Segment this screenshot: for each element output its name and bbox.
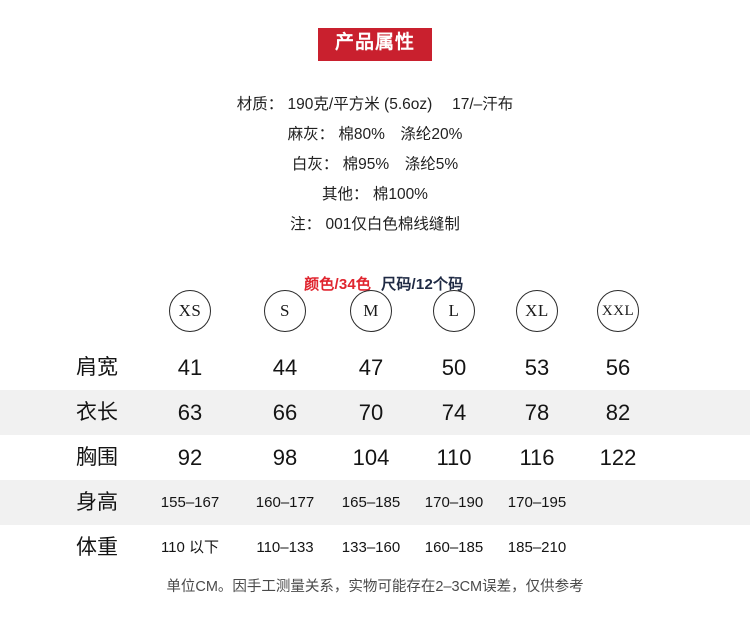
spec-line-heather-grey: 麻灰： 棉80% 涤纶20%: [287, 126, 463, 143]
size-count-label: 尺码/12个码: [381, 276, 464, 293]
specification-block: 材质： 190克/平方米 (5.6oz) 17/–汗布 麻灰： 棉80% 涤纶2…: [0, 90, 750, 330]
cell-weight-xs: 110 以下: [160, 539, 220, 556]
table-row: 体重 110 以下 110–133 133–160 160–185 185–21…: [0, 525, 750, 570]
cell-length-xl: 78: [524, 400, 550, 425]
spec-line-note: 注： 001仅白色棉线缝制: [290, 216, 460, 233]
cell-chest-l: 110: [436, 445, 472, 470]
size-circle-row: XS S M L XL XXL: [0, 290, 750, 334]
table-row: 衣长 63 66 70 74 78 82: [0, 390, 750, 435]
cell-chest-xxl: 122: [599, 445, 637, 470]
cell-height-xl: 170–195: [507, 494, 567, 511]
size-circle-s: S: [264, 290, 306, 332]
cell-height-xs: 155–167: [160, 494, 220, 511]
table-row: 胸围 92 98 104 110 116 122: [0, 435, 750, 480]
size-circle-xxl: XXL: [597, 290, 639, 332]
cell-chest-s: 98: [272, 445, 298, 470]
spec-line-other: 其他： 棉100%: [322, 186, 428, 203]
size-circle-xl: XL: [516, 290, 558, 332]
cell-shoulder-xxl: 56: [605, 355, 631, 380]
color-count-label: 颜色/34色: [304, 276, 372, 293]
spec-line-material: 材质： 190克/平方米 (5.6oz) 17/–汗布: [236, 96, 514, 113]
cell-weight-s: 110–133: [256, 539, 314, 556]
cell-length-s: 66: [272, 400, 298, 425]
cell-height-m: 165–185: [341, 494, 401, 511]
cell-shoulder-xs: 41: [177, 355, 203, 380]
cell-weight-xl: 185–210: [507, 539, 567, 556]
spec-line-color-size: 颜色/34色 尺码/12个码: [0, 240, 750, 330]
product-attributes-header: 产品属性: [0, 28, 750, 61]
table-row: 肩宽 41 44 47 50 53 56: [0, 345, 750, 390]
row-label-chest: 胸围: [76, 446, 118, 469]
row-label-height: 身高: [76, 491, 118, 514]
cell-weight-l: 160–185: [424, 539, 484, 556]
cell-shoulder-xl: 53: [524, 355, 550, 380]
cell-chest-xs: 92: [177, 445, 203, 470]
cell-chest-m: 104: [352, 445, 390, 470]
product-attributes-badge: 产品属性: [317, 28, 432, 61]
row-label-length: 衣长: [76, 401, 118, 424]
cell-weight-m: 133–160: [341, 539, 401, 556]
cell-length-xxl: 82: [605, 400, 631, 425]
row-label-weight: 体重: [76, 536, 118, 559]
cell-height-xxl: [563, 480, 673, 525]
cell-length-m: 70: [358, 400, 384, 425]
size-circle-l: L: [433, 290, 475, 332]
size-measurement-table: 肩宽 41 44 47 50 53 56 衣长 63 66 70 74 78 8…: [0, 345, 750, 570]
cell-shoulder-s: 44: [272, 355, 298, 380]
cell-height-l: 170–190: [424, 494, 484, 511]
cell-shoulder-m: 47: [358, 355, 384, 380]
table-row: 身高 155–167 160–177 165–185 170–190 170–1…: [0, 480, 750, 525]
cell-weight-xxl: [563, 525, 673, 570]
row-label-shoulder: 肩宽: [76, 356, 118, 379]
cell-chest-xl: 116: [519, 445, 555, 470]
cell-shoulder-l: 50: [441, 355, 467, 380]
measurement-disclaimer: 单位CM。因手工测量关系，实物可能存在2–3CM误差，仅供参考: [166, 579, 584, 595]
cell-length-xs: 63: [177, 400, 203, 425]
size-circle-xs: XS: [169, 290, 211, 332]
size-circle-m: M: [350, 290, 392, 332]
cell-height-s: 160–177: [255, 494, 315, 511]
cell-length-l: 74: [441, 400, 467, 425]
spec-line-white-grey: 白灰： 棉95% 涤纶5%: [291, 156, 459, 173]
